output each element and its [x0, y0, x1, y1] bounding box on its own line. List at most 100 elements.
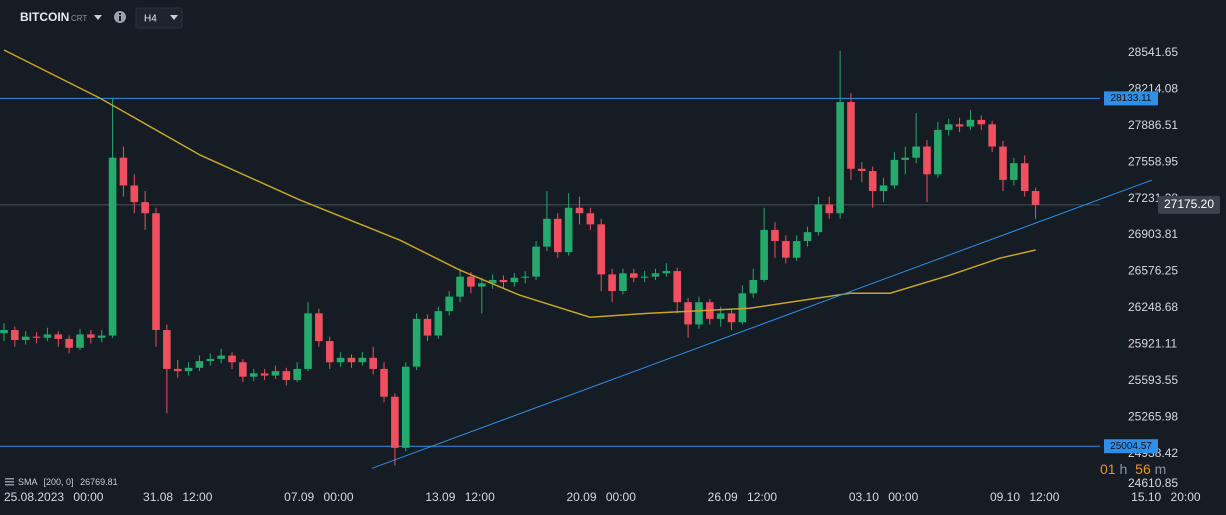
candle-body: [814, 204, 823, 233]
candle-body: [651, 273, 660, 277]
candle-body: [532, 246, 540, 277]
price-axis: [1100, 0, 1226, 515]
trend-line: [371, 179, 1152, 469]
candle-body: [293, 368, 301, 381]
candle-body: [716, 313, 725, 319]
candle-body: [54, 334, 63, 339]
candle-body: [11, 329, 19, 340]
x-tick-label: 20.09 00:00: [567, 490, 637, 504]
candle-body: [282, 371, 291, 381]
candle-body: [43, 334, 52, 338]
candle-body: [695, 302, 703, 325]
candle-body: [912, 146, 920, 158]
candle-body: [304, 313, 312, 369]
candle-body: [315, 313, 323, 342]
y-tick-label: 26248.68: [1128, 300, 1178, 314]
icon-bar: [5, 484, 14, 486]
candle-body: [988, 124, 996, 147]
countdown-unit: h: [1119, 461, 1127, 477]
candle-body: [771, 229, 779, 242]
candle-body: [890, 159, 899, 186]
candle-body: [195, 361, 204, 368]
symbol-dropdown[interactable]: [94, 15, 102, 20]
info-icon-glyph: [119, 16, 121, 21]
candle-body: [21, 336, 30, 340]
candle-body: [325, 341, 334, 363]
countdown-hours: 01: [1100, 461, 1116, 477]
candle-body: [803, 232, 812, 242]
x-tick-label: 09.10 12:00: [990, 490, 1060, 504]
timeframe-select[interactable]: [135, 7, 183, 29]
y-tick-label: 24610.85: [1128, 476, 1178, 490]
candle-body: [445, 296, 453, 312]
candle-body: [553, 218, 562, 253]
candle-body: [76, 334, 84, 348]
candle-body: [749, 279, 758, 294]
candle-body: [858, 168, 866, 171]
candle-body: [760, 229, 768, 280]
candle-body: [923, 146, 931, 175]
candle-body: [521, 276, 530, 278]
candle-body: [1010, 163, 1018, 180]
candle-body: [391, 396, 399, 448]
candle-body: [510, 277, 519, 283]
candle-body: [97, 335, 106, 338]
x-tick-label: 15.10 20:00: [1131, 490, 1201, 504]
candle-body: [847, 102, 855, 169]
candle-body: [488, 279, 497, 284]
indicator-value: 26769.81: [80, 477, 118, 487]
y-tick-label: 25593.55: [1128, 373, 1178, 387]
candle-body: [934, 129, 942, 175]
countdown-unit: m: [1155, 461, 1167, 477]
candle-body: [782, 241, 790, 258]
symbol[interactable]: BITCOIN: [20, 10, 69, 24]
indicator-name: SMA: [18, 477, 38, 487]
candle-body: [944, 124, 953, 130]
candle-body: [673, 271, 682, 303]
indicator-params: [200, 0]: [44, 477, 74, 487]
icon-bar: [5, 478, 14, 480]
countdown-minutes: 56: [1135, 461, 1151, 477]
candle-body: [108, 157, 117, 336]
candle-body: [597, 224, 606, 275]
candle-body: [825, 204, 834, 214]
indicator-legend: SMA [200, 0] 26769.81: [18, 477, 118, 487]
candle-body: [792, 241, 801, 258]
candle-body: [608, 274, 616, 292]
level-label: 25004.57: [1110, 441, 1152, 452]
candle-body: [119, 157, 128, 186]
candle-body: [575, 207, 584, 214]
candle-body: [412, 318, 421, 367]
candle-body: [738, 293, 747, 323]
candle-body: [217, 355, 225, 359]
candle-body: [1031, 191, 1040, 205]
y-tick-label: 27886.51: [1128, 118, 1178, 132]
candle-body: [358, 357, 367, 363]
candle-body: [586, 213, 595, 225]
current-price-label: 27175.20: [1164, 197, 1214, 211]
candle-body: [152, 213, 160, 330]
candle-body: [477, 283, 486, 287]
candle-body: [239, 362, 247, 377]
candle-body: [87, 334, 95, 338]
candle-body: [173, 368, 182, 372]
y-tick-label: 26576.25: [1128, 264, 1178, 278]
candle-body: [347, 357, 356, 363]
candle-body: [1020, 163, 1029, 192]
candle-body: [499, 279, 508, 283]
market: CRT: [71, 14, 87, 23]
indicator-icon[interactable]: [5, 478, 14, 486]
timeframe-dropdown: [170, 15, 178, 20]
sma-line: [3, 49, 1036, 318]
candle-body: [184, 367, 193, 372]
candle-body: [369, 357, 377, 369]
x-tick-label: 26.09 12:00: [708, 490, 778, 504]
y-tick-label: 26903.81: [1128, 227, 1178, 241]
candle-body: [32, 336, 41, 338]
candle-body: [901, 157, 910, 160]
candle-body: [879, 185, 888, 192]
x-tick-label: 07.09 00:00: [284, 490, 354, 504]
